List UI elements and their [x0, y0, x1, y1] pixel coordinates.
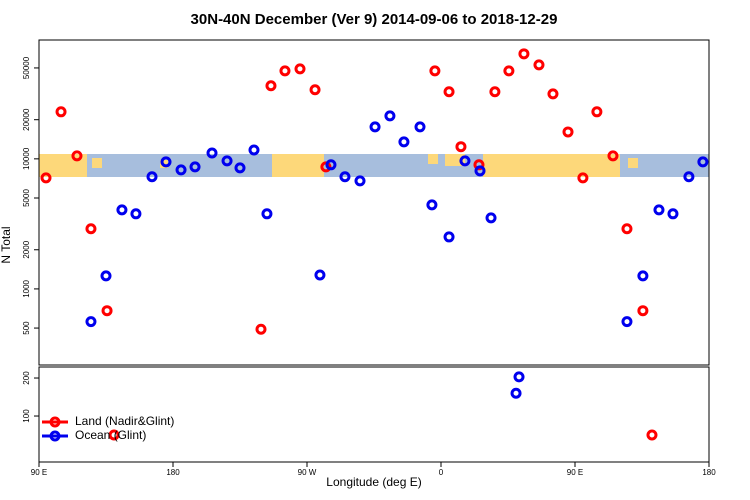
point	[85, 223, 97, 235]
point	[510, 387, 522, 399]
point	[577, 172, 589, 184]
point	[683, 171, 695, 183]
point	[314, 269, 326, 281]
point	[429, 65, 441, 77]
point	[261, 208, 273, 220]
chart-title: 30N-40N December (Ver 9) 2014-09-06 to 2…	[191, 11, 558, 28]
point	[455, 141, 467, 153]
point	[443, 86, 455, 98]
point	[309, 84, 321, 96]
point	[637, 270, 649, 282]
point	[85, 316, 97, 328]
point	[369, 121, 381, 133]
map-band	[39, 154, 709, 177]
point	[621, 223, 633, 235]
x-axis-label: Longitude (deg E)	[326, 475, 421, 489]
point	[130, 208, 142, 220]
point	[221, 155, 233, 167]
point	[189, 161, 201, 173]
point	[697, 156, 709, 168]
point	[667, 208, 679, 220]
point	[547, 88, 559, 100]
point	[108, 429, 120, 441]
point	[101, 305, 113, 317]
point	[474, 165, 486, 177]
point	[503, 65, 515, 77]
point	[384, 110, 396, 122]
bottom-frame	[38, 366, 710, 463]
point	[398, 136, 410, 148]
x-tick-label: 90 W	[298, 468, 317, 477]
point	[175, 164, 187, 176]
point	[234, 162, 246, 174]
y-axis-label: N Total	[0, 226, 13, 263]
point	[55, 106, 67, 118]
point	[294, 63, 306, 75]
legend-label: Land (Nadir&Glint)	[75, 414, 174, 428]
point	[443, 231, 455, 243]
y-tick-label: 100	[22, 409, 31, 423]
y-tick-label: 50000	[22, 56, 31, 79]
point	[206, 147, 218, 159]
point	[426, 199, 438, 211]
y-tick-label: 10000	[22, 147, 31, 170]
point	[459, 155, 471, 167]
point	[653, 204, 665, 216]
point	[591, 106, 603, 118]
point	[71, 150, 83, 162]
point	[489, 86, 501, 98]
legend-label: Ocean (Glint)	[75, 428, 146, 442]
top-frame	[38, 39, 710, 366]
point	[354, 175, 366, 187]
point	[265, 80, 277, 92]
point	[325, 159, 337, 171]
y-tick-label: 20000	[22, 108, 31, 131]
x-tick-label: 90 E	[567, 468, 583, 477]
point	[279, 65, 291, 77]
point	[339, 171, 351, 183]
point	[473, 159, 485, 171]
legend-marker	[49, 430, 61, 442]
x-tick-label: 0	[439, 468, 444, 477]
y-tick-label: 1000	[22, 279, 31, 297]
point	[637, 305, 649, 317]
point	[40, 172, 52, 184]
point	[116, 204, 128, 216]
point	[621, 316, 633, 328]
point	[607, 150, 619, 162]
point	[160, 156, 172, 168]
point	[518, 48, 530, 60]
y-tick-label: 500	[22, 321, 31, 335]
legend-marker	[49, 416, 61, 428]
x-tick-label: 180	[166, 468, 180, 477]
point	[533, 59, 545, 71]
point	[100, 270, 112, 282]
point	[485, 212, 497, 224]
point	[248, 144, 260, 156]
point	[646, 429, 658, 441]
y-tick-label: 2000	[22, 240, 31, 258]
x-tick-label: 180	[702, 468, 716, 477]
y-tick-label: 5000	[22, 189, 31, 207]
point	[562, 126, 574, 138]
point	[513, 371, 525, 383]
x-tick-label: 90 E	[31, 468, 47, 477]
point	[414, 121, 426, 133]
y-tick-label: 200	[22, 371, 31, 385]
point	[255, 323, 267, 335]
point	[146, 171, 158, 183]
